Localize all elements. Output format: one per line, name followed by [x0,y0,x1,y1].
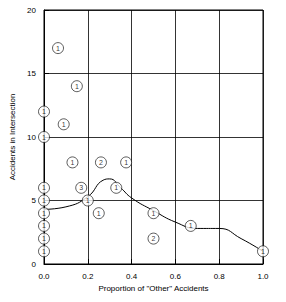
svg-text:1: 1 [97,210,101,217]
svg-text:0: 0 [32,260,37,269]
svg-text:0.4: 0.4 [126,272,138,281]
svg-text:1: 1 [189,222,193,229]
svg-text:5: 5 [32,196,37,205]
svg-text:1: 1 [75,83,79,90]
svg-text:0.0: 0.0 [38,272,50,281]
svg-text:2: 2 [152,235,156,242]
svg-text:2: 2 [99,159,103,166]
svg-text:3: 3 [79,184,83,191]
svg-text:1: 1 [42,235,46,242]
svg-text:1: 1 [42,108,46,115]
svg-text:20: 20 [27,6,36,15]
svg-text:1: 1 [71,159,75,166]
svg-text:1: 1 [152,210,156,217]
svg-text:1: 1 [42,197,46,204]
svg-text:1: 1 [42,248,46,255]
svg-text:1: 1 [124,159,128,166]
svg-text:0.8: 0.8 [214,272,226,281]
svg-text:1: 1 [42,222,46,229]
svg-text:1: 1 [42,134,46,141]
svg-text:0.6: 0.6 [170,272,182,281]
svg-text:10: 10 [27,133,36,142]
svg-text:Proportion of "Other" Accident: Proportion of "Other" Accidents [98,284,208,293]
svg-text:15: 15 [27,69,36,78]
svg-text:1: 1 [114,184,118,191]
svg-text:1: 1 [42,210,46,217]
svg-text:0.2: 0.2 [82,272,94,281]
svg-text:Accidents in Intersection: Accidents in Intersection [8,94,17,181]
svg-text:1: 1 [56,45,60,52]
svg-text:1: 1 [42,184,46,191]
svg-text:1: 1 [62,121,66,128]
svg-text:1: 1 [261,248,265,255]
svg-text:1.0: 1.0 [257,272,269,281]
svg-text:1: 1 [86,197,90,204]
